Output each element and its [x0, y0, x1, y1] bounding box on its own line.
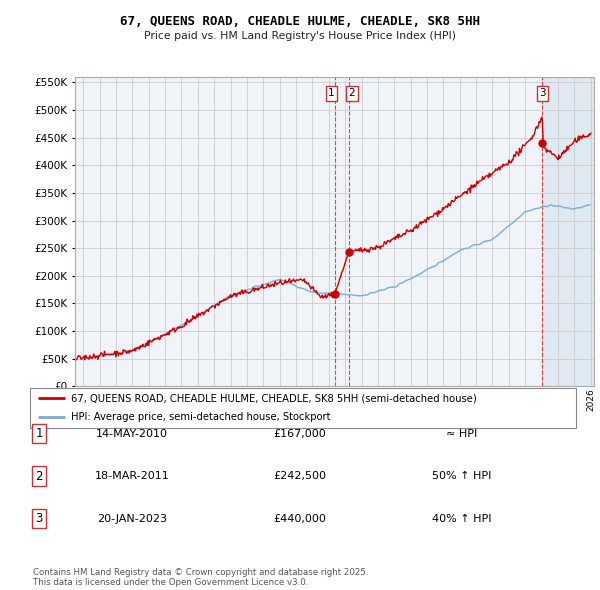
- Text: 14-MAY-2010: 14-MAY-2010: [96, 429, 168, 438]
- Text: 67, QUEENS ROAD, CHEADLE HULME, CHEADLE, SK8 5HH: 67, QUEENS ROAD, CHEADLE HULME, CHEADLE,…: [120, 15, 480, 28]
- Text: £440,000: £440,000: [274, 514, 326, 523]
- Text: 67, QUEENS ROAD, CHEADLE HULME, CHEADLE, SK8 5HH (semi-detached house): 67, QUEENS ROAD, CHEADLE HULME, CHEADLE,…: [71, 394, 476, 404]
- Text: 20-JAN-2023: 20-JAN-2023: [97, 514, 167, 523]
- Bar: [542, 77, 600, 386]
- Text: HPI: Average price, semi-detached house, Stockport: HPI: Average price, semi-detached house,…: [71, 412, 331, 422]
- Text: Contains HM Land Registry data © Crown copyright and database right 2025.
This d: Contains HM Land Registry data © Crown c…: [33, 568, 368, 587]
- Text: 1: 1: [328, 88, 335, 99]
- Text: ≈ HPI: ≈ HPI: [446, 429, 478, 438]
- Text: 50% ↑ HPI: 50% ↑ HPI: [433, 471, 491, 481]
- Text: 40% ↑ HPI: 40% ↑ HPI: [432, 514, 492, 523]
- Text: 2: 2: [349, 88, 355, 99]
- Text: £242,500: £242,500: [274, 471, 326, 481]
- Text: 18-MAR-2011: 18-MAR-2011: [95, 471, 169, 481]
- Text: £167,000: £167,000: [274, 429, 326, 438]
- Text: Price paid vs. HM Land Registry's House Price Index (HPI): Price paid vs. HM Land Registry's House …: [144, 31, 456, 41]
- FancyBboxPatch shape: [30, 388, 576, 428]
- Text: 3: 3: [539, 88, 546, 99]
- Text: 2: 2: [35, 470, 43, 483]
- Text: 3: 3: [35, 512, 43, 525]
- Text: 1: 1: [35, 427, 43, 440]
